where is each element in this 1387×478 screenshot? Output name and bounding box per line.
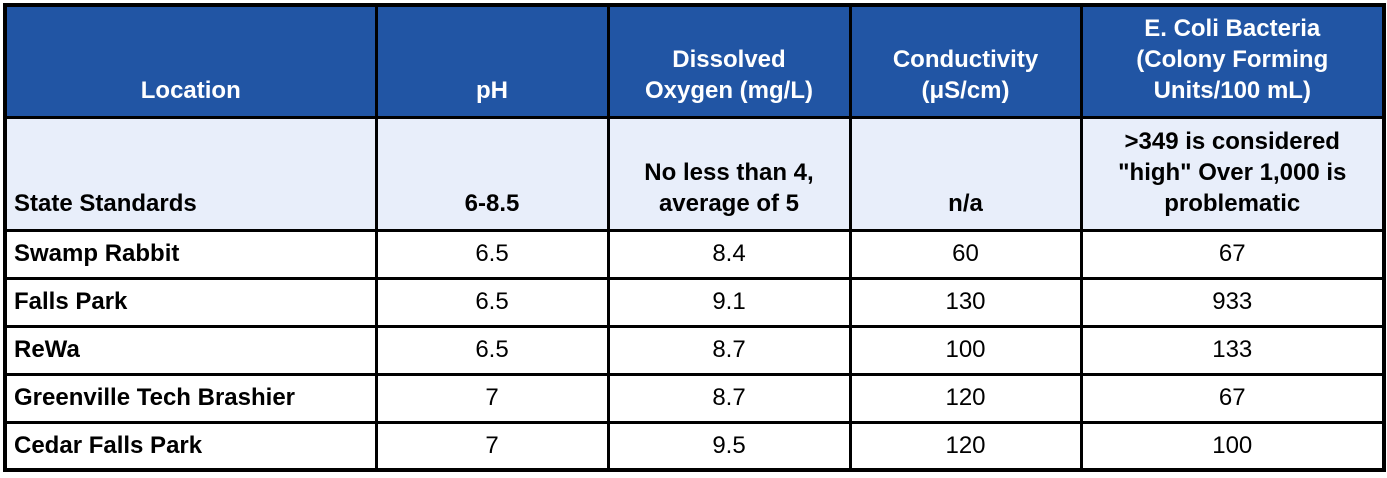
column-header-ecoli: E. Coli Bacteria (Colony Forming Units/1… xyxy=(1079,3,1386,119)
cell-ecoli: 133 xyxy=(1079,324,1386,376)
table-row: Falls Park 6.5 9.1 130 933 xyxy=(3,276,1386,328)
standards-conductivity: n/a xyxy=(848,115,1083,232)
cell-ph: 7 xyxy=(374,420,610,472)
standards-ecoli: >349 is considered "high" Over 1,000 is … xyxy=(1079,115,1386,232)
cell-location: Cedar Falls Park xyxy=(3,420,378,472)
header-row: Location pH Dissolved Oxygen (mg/L) Cond… xyxy=(3,3,1386,119)
column-header-location: Location xyxy=(3,3,378,119)
standards-ph: 6-8.5 xyxy=(374,115,610,232)
column-header-dissolved-oxygen: Dissolved Oxygen (mg/L) xyxy=(606,3,852,119)
cell-conductivity: 120 xyxy=(848,372,1083,424)
cell-location: Falls Park xyxy=(3,276,378,328)
table-row: Swamp Rabbit 6.5 8.4 60 67 xyxy=(3,228,1386,280)
cell-conductivity: 100 xyxy=(848,324,1083,376)
standards-dissolved-oxygen: No less than 4, average of 5 xyxy=(606,115,852,232)
cell-ecoli: 67 xyxy=(1079,228,1386,280)
cell-dissolved-oxygen: 9.5 xyxy=(606,420,852,472)
cell-conductivity: 60 xyxy=(848,228,1083,280)
cell-dissolved-oxygen: 8.7 xyxy=(606,324,852,376)
standards-row: State Standards 6-8.5 No less than 4, av… xyxy=(3,115,1386,232)
table-row: ReWa 6.5 8.7 100 133 xyxy=(3,324,1386,376)
table-row: Cedar Falls Park 7 9.5 120 100 xyxy=(3,420,1386,472)
cell-ph: 6.5 xyxy=(374,276,610,328)
column-header-ph: pH xyxy=(374,3,610,119)
cell-location: Greenville Tech Brashier xyxy=(3,372,378,424)
cell-ecoli: 933 xyxy=(1079,276,1386,328)
cell-ph: 6.5 xyxy=(374,228,610,280)
cell-conductivity: 130 xyxy=(848,276,1083,328)
cell-location: ReWa xyxy=(3,324,378,376)
cell-dissolved-oxygen: 8.4 xyxy=(606,228,852,280)
cell-dissolved-oxygen: 8.7 xyxy=(606,372,852,424)
cell-conductivity: 120 xyxy=(848,420,1083,472)
cell-location: Swamp Rabbit xyxy=(3,228,378,280)
cell-ecoli: 67 xyxy=(1079,372,1386,424)
column-header-conductivity: Conductivity (μS/cm) xyxy=(848,3,1083,119)
cell-ecoli: 100 xyxy=(1079,420,1386,472)
cell-ph: 6.5 xyxy=(374,324,610,376)
cell-ph: 7 xyxy=(374,372,610,424)
table-row: Greenville Tech Brashier 7 8.7 120 67 xyxy=(3,372,1386,424)
water-quality-table: Location pH Dissolved Oxygen (mg/L) Cond… xyxy=(3,3,1386,472)
standards-label: State Standards xyxy=(3,115,378,232)
cell-dissolved-oxygen: 9.1 xyxy=(606,276,852,328)
